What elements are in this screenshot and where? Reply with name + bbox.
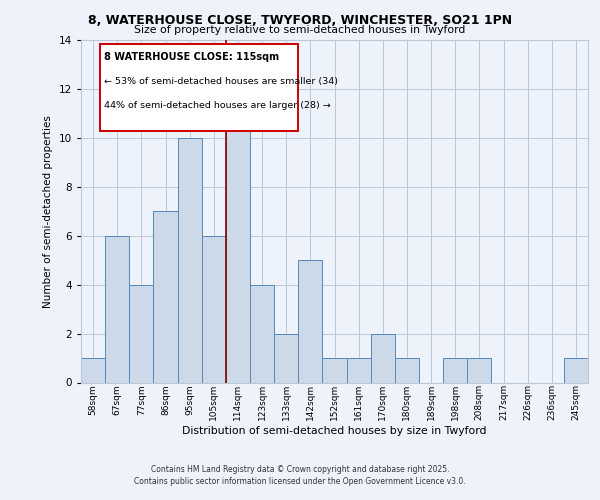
Bar	[129, 284, 154, 382]
X-axis label: Distribution of semi-detached houses by size in Twyford: Distribution of semi-detached houses by …	[182, 426, 487, 436]
Text: Contains HM Land Registry data © Crown copyright and database right 2025.: Contains HM Land Registry data © Crown c…	[151, 465, 449, 474]
Bar	[100, 44, 298, 130]
Text: ← 53% of semi-detached houses are smaller (34): ← 53% of semi-detached houses are smalle…	[104, 76, 338, 86]
Text: Size of property relative to semi-detached houses in Twyford: Size of property relative to semi-detach…	[134, 25, 466, 35]
Bar	[322, 358, 347, 382]
Bar	[154, 211, 178, 382]
Bar	[105, 236, 129, 382]
Bar	[81, 358, 105, 382]
Text: 44% of semi-detached houses are larger (28) →: 44% of semi-detached houses are larger (…	[104, 101, 331, 110]
Text: 8 WATERHOUSE CLOSE: 115sqm: 8 WATERHOUSE CLOSE: 115sqm	[104, 52, 279, 62]
Bar	[178, 138, 202, 382]
Bar	[371, 334, 395, 382]
Bar	[564, 358, 588, 382]
Bar	[298, 260, 322, 382]
Bar	[347, 358, 371, 382]
Y-axis label: Number of semi-detached properties: Number of semi-detached properties	[43, 115, 53, 308]
Text: 8, WATERHOUSE CLOSE, TWYFORD, WINCHESTER, SO21 1PN: 8, WATERHOUSE CLOSE, TWYFORD, WINCHESTER…	[88, 14, 512, 27]
Bar	[443, 358, 467, 382]
Bar	[250, 284, 274, 382]
Bar	[274, 334, 298, 382]
Bar	[202, 236, 226, 382]
Bar	[467, 358, 491, 382]
Bar	[395, 358, 419, 382]
Text: Contains public sector information licensed under the Open Government Licence v3: Contains public sector information licen…	[134, 477, 466, 486]
Bar	[226, 89, 250, 382]
